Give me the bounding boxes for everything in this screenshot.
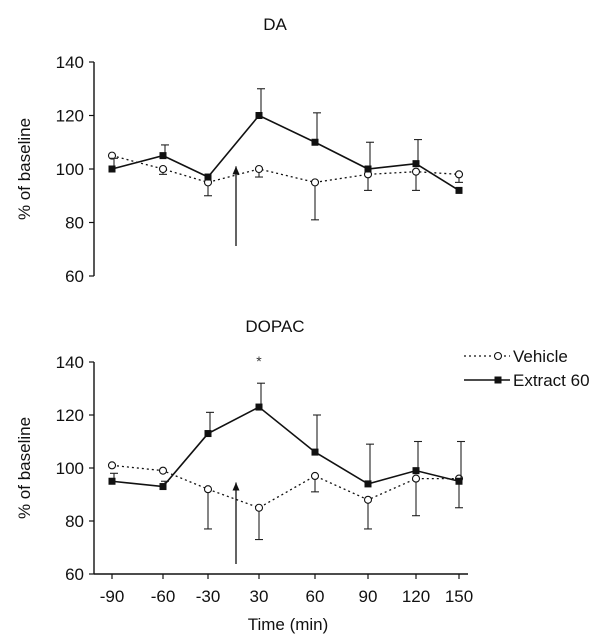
x-axis-label: Time (min) — [248, 615, 329, 634]
data-point — [204, 173, 212, 181]
x-tick-label: 120 — [402, 587, 430, 606]
chart-panel-2: DOPAC 60 80 100 120 140 % of baseline -90 -60 -30… — [15, 317, 590, 634]
legend-label: Extract 60 — [513, 371, 590, 390]
legend-marker — [494, 376, 502, 384]
x-tick-label: 60 — [306, 587, 325, 606]
data-point — [107, 151, 117, 160]
data-point — [311, 138, 319, 146]
data-point — [411, 167, 421, 176]
data-point — [364, 165, 372, 173]
y-tick-label: 140 — [56, 353, 84, 372]
x-tick-label: 30 — [250, 587, 269, 606]
data-point — [255, 112, 263, 119]
arrow-head — [232, 482, 240, 491]
series-extract-60 — [108, 88, 463, 194]
series-line — [111, 406, 460, 488]
data-point — [363, 495, 373, 504]
x-tick-label: -60 — [151, 587, 176, 606]
data-point — [454, 170, 464, 179]
data-point — [159, 483, 167, 491]
y-tick-label: 100 — [56, 160, 84, 179]
series-line — [111, 464, 459, 509]
chart-panels: DA 60 80 100 120 140 % of baseline DOPAC 60 80 100… — [15, 15, 590, 634]
chart-title: DOPAC — [245, 317, 304, 336]
data-point — [204, 430, 212, 438]
data-point — [255, 403, 263, 411]
series-extract-60 — [108, 382, 465, 491]
data-point — [158, 466, 168, 475]
series-line — [111, 114, 460, 192]
significance-marker: * — [256, 353, 262, 369]
y-tick-label: 140 — [56, 53, 84, 72]
data-point — [311, 448, 319, 456]
data-point — [254, 503, 264, 512]
y-tick-label: 60 — [65, 565, 84, 584]
y-tick-label: 80 — [65, 512, 84, 531]
x-tick-label: 90 — [359, 587, 378, 606]
data-point — [310, 178, 320, 187]
data-point — [107, 461, 117, 470]
chart-title: DA — [263, 15, 287, 34]
y-tick-label: 100 — [56, 459, 84, 478]
data-point — [159, 152, 167, 160]
arrow-head — [232, 166, 240, 175]
data-point — [108, 477, 116, 485]
data-point — [412, 160, 420, 168]
data-point — [158, 164, 168, 174]
data-point — [203, 485, 213, 494]
x-tick-label: -90 — [100, 587, 125, 606]
data-point — [108, 165, 116, 173]
x-tick-label: 150 — [445, 587, 473, 606]
series-line — [111, 154, 460, 184]
chart-panel-1: DA 60 80 100 120 140 % of baseline — [15, 15, 464, 286]
legend-marker — [493, 351, 503, 361]
y-tick-label: 80 — [65, 214, 84, 233]
y-tick-label: 120 — [56, 107, 84, 126]
data-point — [411, 474, 421, 483]
data-point — [364, 480, 372, 488]
data-point — [254, 164, 264, 174]
y-tick-label: 60 — [65, 267, 84, 286]
legend: Vehicle Extract 60 — [464, 347, 590, 390]
y-tick-label: 120 — [56, 406, 84, 425]
y-axis-label: % of baseline — [15, 417, 34, 519]
series-vehicle — [107, 461, 464, 541]
data-point — [412, 467, 420, 475]
legend-label: Vehicle — [513, 347, 568, 366]
x-tick-label: -30 — [196, 587, 221, 606]
y-axis-label: % of baseline — [15, 118, 34, 220]
series-vehicle — [107, 151, 464, 221]
data-point — [455, 186, 463, 194]
data-point — [310, 471, 320, 481]
data-point — [455, 477, 463, 485]
